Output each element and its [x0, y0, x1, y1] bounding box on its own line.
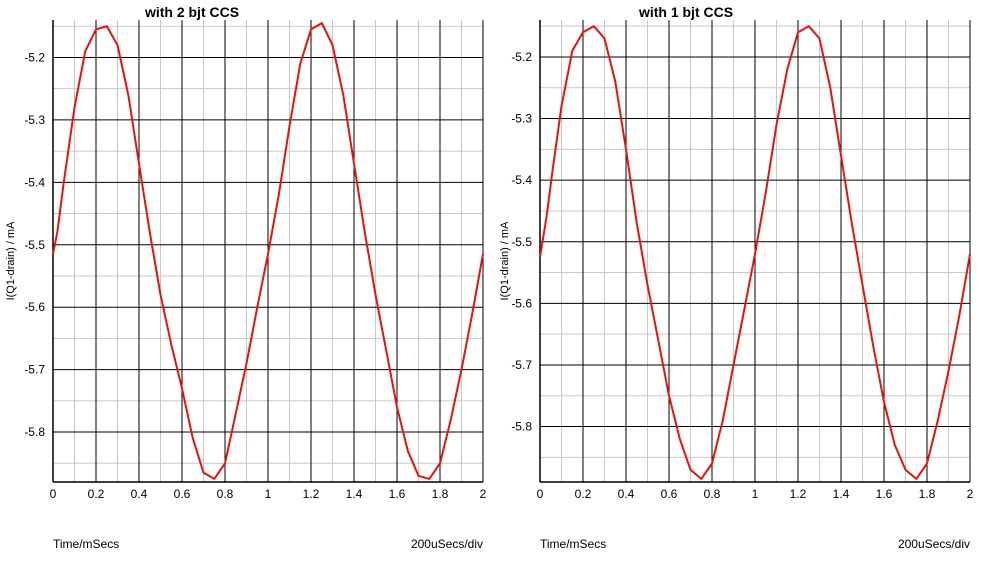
x-tick-label: 1.4 — [346, 487, 363, 501]
y-axis-label: I(Q1-drain) / mA — [499, 221, 511, 301]
chart-left: 0 0.2 0.4 0.6 0.8 1 1.2 1.4 1.6 1.8 2 -5.2 -5.3 -5.4 -… — [5, 4, 487, 551]
x-tick-label: 1.2 — [790, 487, 807, 501]
y-tick-label: -5.7 — [511, 358, 532, 372]
x-tick-label: 0.2 — [88, 487, 105, 501]
series-line — [539, 25, 971, 480]
y-tick-label: -5.8 — [511, 420, 532, 434]
y-tick-label: -5.6 — [24, 300, 45, 314]
x-tick-label: 0.6 — [174, 487, 191, 501]
x-tick-label: 0 — [50, 487, 57, 501]
y-tick-label: -5.2 — [24, 50, 45, 64]
x-tick-label: 0.4 — [131, 487, 148, 501]
x-tick-label: 1 — [265, 487, 272, 501]
series-line — [52, 22, 484, 480]
chart-title: with 1 bjt CCS — [638, 4, 733, 20]
x-tick-label: 2 — [967, 487, 974, 501]
x-axis-label: Time/mSecs — [53, 537, 119, 551]
x-tick-label: 1.6 — [389, 487, 406, 501]
chart-right: 0 0.2 0.4 0.6 0.8 1 1.2 1.4 1.6 1.8 2 -5.2 -5.3 -5.4 -… — [499, 4, 974, 551]
time-scale-label: 200uSecs/div — [411, 537, 483, 551]
x-tick-label: 1.6 — [876, 487, 893, 501]
x-tick-label: 1.8 — [919, 487, 936, 501]
y-tick-label: -5.6 — [511, 296, 532, 310]
x-tick-label: 2 — [480, 487, 487, 501]
x-tick-label: 0.8 — [217, 487, 234, 501]
y-axis-label: I(Q1-drain) / mA — [5, 221, 17, 301]
y-tick-label: -5.2 — [511, 50, 532, 64]
y-tick-label: -5.5 — [24, 238, 45, 252]
x-tick-label: 0.4 — [618, 487, 635, 501]
x-axis-label: Time/mSecs — [540, 537, 606, 551]
y-tick-label: -5.4 — [511, 173, 532, 187]
y-tick-label: -5.3 — [24, 113, 45, 127]
x-tick-label: 0.2 — [575, 487, 592, 501]
y-tick-label: -5.4 — [24, 175, 45, 189]
x-tick-label: 0 — [537, 487, 544, 501]
y-tick-label: -5.7 — [24, 363, 45, 377]
x-tick-label: 1.4 — [833, 487, 850, 501]
y-tick-label: -5.3 — [511, 112, 532, 126]
x-tick-label: 0.6 — [661, 487, 678, 501]
y-tick-label: -5.5 — [511, 235, 532, 249]
x-tick-label: 1 — [752, 487, 759, 501]
x-tick-label: 1.2 — [303, 487, 320, 501]
chart-title: with 2 bjt CCS — [144, 4, 239, 20]
x-tick-label: 0.8 — [704, 487, 721, 501]
x-tick-label: 1.8 — [432, 487, 449, 501]
time-scale-label: 200uSecs/div — [898, 537, 970, 551]
y-tick-label: -5.8 — [24, 425, 45, 439]
